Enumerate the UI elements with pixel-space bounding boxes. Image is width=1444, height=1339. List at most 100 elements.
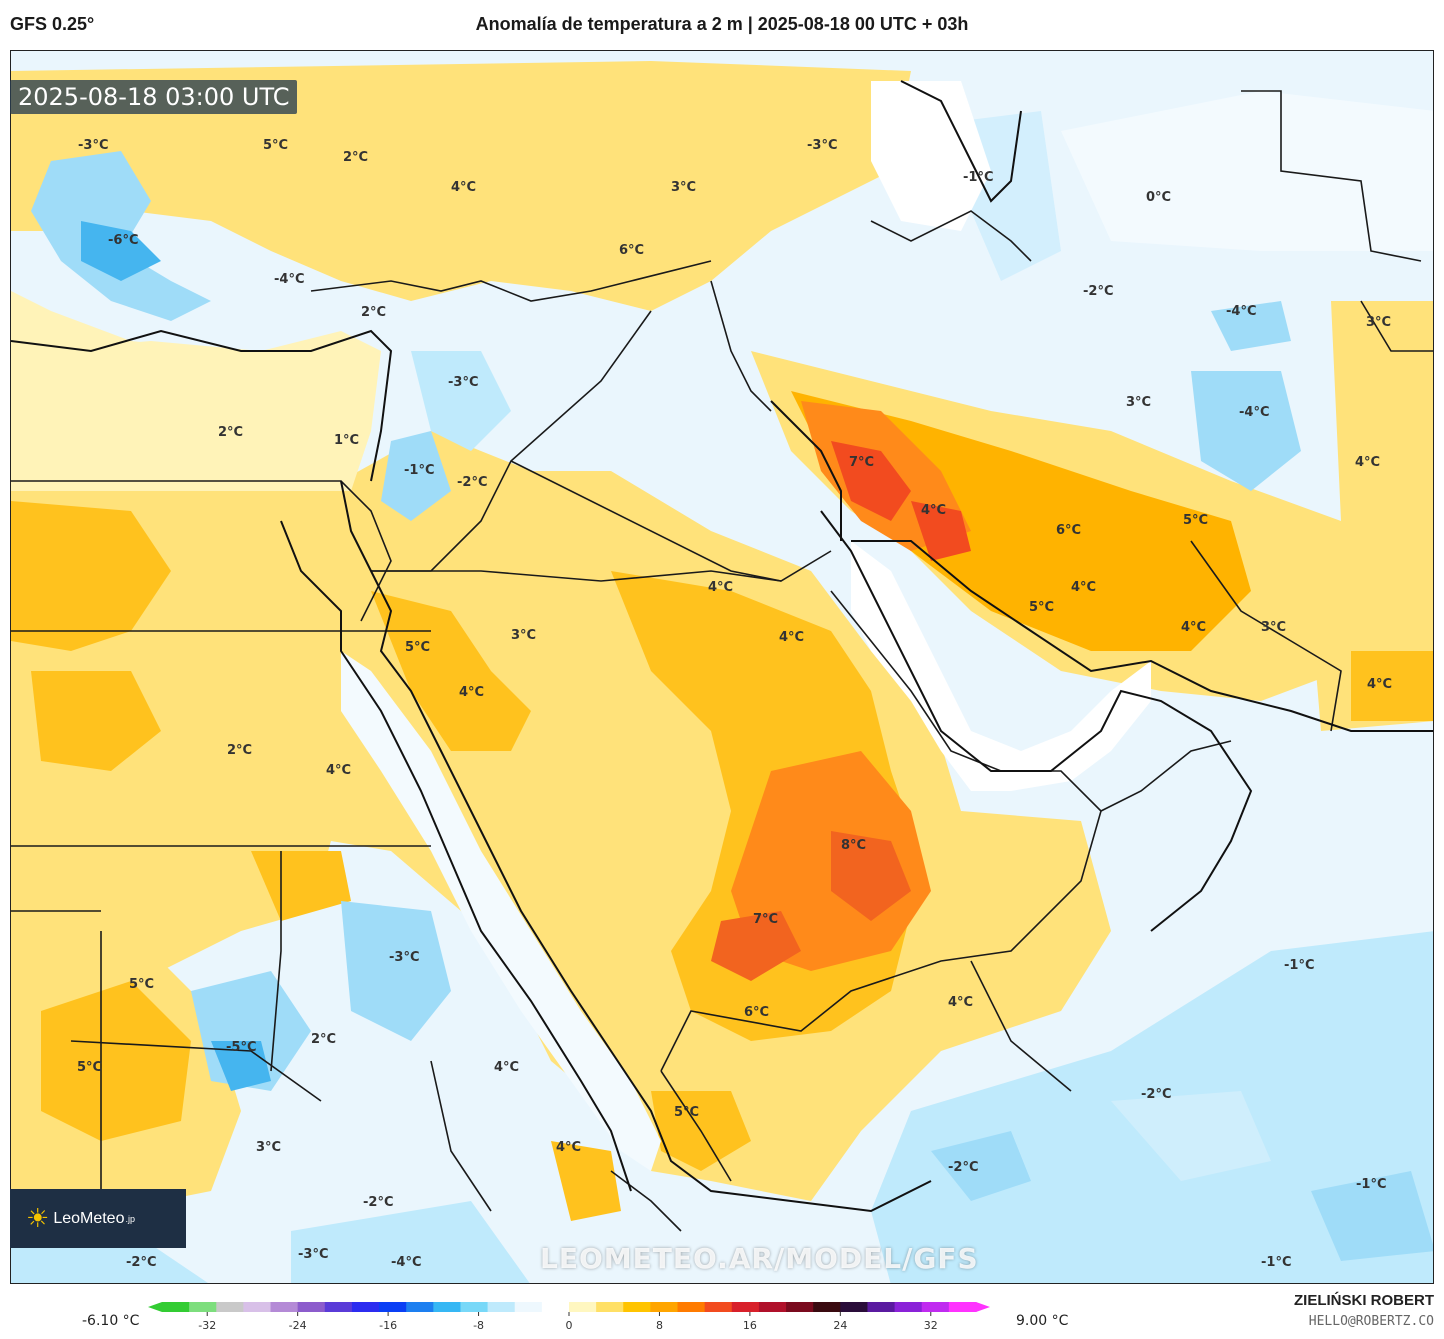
map-label: -3°C — [78, 138, 108, 153]
map-label: -1°C — [1284, 958, 1314, 973]
map-label: 2°C — [218, 425, 243, 440]
map-label: -2°C — [126, 1255, 156, 1270]
temperature-anomaly-map: -3°C 5°C 2°C 4°C 3°C 6°C -6°C -4°C 2°C 2… — [10, 50, 1434, 1284]
map-label: 4°C — [1071, 580, 1096, 595]
colorbar-cells — [148, 1302, 990, 1312]
map-label: -2°C — [1083, 284, 1113, 299]
map-label: 5°C — [1183, 513, 1208, 528]
site-watermark: LEOMETEO.AR/MODEL/GFS — [540, 1242, 979, 1275]
colorbar-cell — [596, 1302, 624, 1312]
colorbar-cell — [650, 1302, 679, 1312]
colorbar-cell — [379, 1302, 407, 1312]
map-title: Anomalía de temperatura a 2 m | 2025-08-… — [475, 14, 969, 34]
model-name: GFS 0.25° — [10, 14, 95, 34]
map-label: 5°C — [129, 977, 154, 992]
map-label: 2°C — [361, 305, 386, 320]
map-label: -1°C — [963, 170, 993, 185]
country-borders — [11, 90, 1433, 1232]
colorbar-cell — [270, 1302, 299, 1312]
map-label: 4°C — [1181, 620, 1206, 635]
map-label: 2°C — [311, 1032, 336, 1047]
map-label: 6°C — [744, 1005, 769, 1020]
map-label: -2°C — [457, 475, 487, 490]
colorbar-cell — [514, 1302, 543, 1312]
map-label: -1°C — [1356, 1177, 1386, 1192]
map-label: -2°C — [363, 1195, 393, 1210]
colorbar-cell — [297, 1302, 326, 1312]
author-name: ZIELIŃSKI ROBERT — [1293, 1292, 1434, 1309]
anomaly-fill-cold — [11, 91, 1433, 1283]
map-label: 3°C — [511, 628, 536, 643]
sea-areas — [11, 81, 1151, 1171]
colorbar-tick-label: 16 — [743, 1319, 757, 1332]
colorbar-cell — [948, 1302, 977, 1312]
logo-text: LeoMeteo — [53, 1209, 125, 1227]
map-label: -3°C — [298, 1247, 328, 1262]
colorbar-cell — [216, 1302, 244, 1312]
map-label: -4°C — [274, 272, 304, 287]
map-label: 4°C — [494, 1060, 519, 1075]
colorbar-cell — [704, 1302, 733, 1312]
map-label: 4°C — [326, 763, 351, 778]
author-email[interactable]: HELLO@ROBERTZ.CO — [1308, 1314, 1434, 1329]
map-label: 4°C — [948, 995, 973, 1010]
colorbar-cell — [189, 1302, 217, 1312]
map-label: 0°C — [1146, 190, 1171, 205]
map-label: -4°C — [391, 1255, 421, 1270]
map-label: 3°C — [1366, 315, 1391, 330]
map-label: 1°C — [334, 433, 359, 448]
map-label: -6°C — [108, 233, 138, 248]
map-label: -2°C — [948, 1160, 978, 1175]
logo-suffix: .jp — [125, 1213, 135, 1224]
legend-colorbar: -32 -24 -16 -8 0 8 16 24 32 — [148, 1302, 990, 1332]
map-label: 4°C — [921, 503, 946, 518]
leometeo-logo[interactable]: ☀ LeoMeteo .jp — [10, 1189, 186, 1248]
map-label: 8°C — [841, 838, 866, 853]
map-label: 7°C — [849, 455, 874, 470]
map-label: 4°C — [1367, 677, 1392, 692]
colorbar-cell — [162, 1302, 190, 1312]
anomaly-fill-hot — [711, 401, 971, 981]
map-label: 7°C — [753, 912, 778, 927]
legend-min-label: -6.10 °C — [82, 1313, 140, 1329]
colorbar-tick-label: -8 — [473, 1319, 484, 1332]
map-label: 4°C — [1355, 455, 1380, 470]
colorbar-max-arrow — [976, 1302, 990, 1312]
map-label: 4°C — [708, 580, 733, 595]
colorbar-ticks: -32 -24 -16 -8 0 8 16 24 32 — [198, 1312, 938, 1332]
colorbar-cell — [786, 1302, 814, 1312]
map-label: -4°C — [1226, 304, 1256, 319]
colorbar-cell — [623, 1302, 651, 1312]
map-label: 3°C — [1261, 620, 1286, 635]
colorbar-cell — [324, 1302, 353, 1312]
colorbar-cell — [541, 1302, 570, 1312]
colorbar-cell — [894, 1302, 923, 1312]
colorbar-cell — [867, 1302, 896, 1312]
colorbar-tick-label: 24 — [833, 1319, 847, 1332]
colorbar-tick-label: -16 — [379, 1319, 397, 1332]
map-labels: -3°C 5°C 2°C 4°C 3°C 6°C -6°C -4°C 2°C 2… — [77, 138, 1392, 1270]
colorbar-cell — [677, 1302, 706, 1312]
map-label: 4°C — [779, 630, 804, 645]
map-label: 6°C — [1056, 523, 1081, 538]
map-label: -3°C — [389, 950, 419, 965]
map-label: -5°C — [226, 1040, 256, 1055]
colorbar-tick-label: 8 — [656, 1319, 663, 1332]
colorbar-tick-label: 0 — [566, 1319, 573, 1332]
map-label: 5°C — [1029, 600, 1054, 615]
map-label: 4°C — [556, 1140, 581, 1155]
valid-time-badge: 2025-08-18 03:00 UTC — [10, 80, 298, 114]
map-label: 4°C — [451, 180, 476, 195]
map-label: 2°C — [343, 150, 368, 165]
colorbar-cell — [569, 1302, 597, 1312]
map-label: -2°C — [1141, 1087, 1171, 1102]
map-label: -3°C — [807, 138, 837, 153]
map-label: 5°C — [77, 1060, 102, 1075]
colorbar-tick-label: -32 — [198, 1319, 216, 1332]
map-label: 5°C — [263, 138, 288, 153]
colorbar-cell — [406, 1302, 434, 1312]
colorbar-cell — [433, 1302, 461, 1312]
map-label: 3°C — [671, 180, 696, 195]
map-label: 3°C — [1126, 395, 1151, 410]
colorbar-cell — [487, 1302, 516, 1312]
